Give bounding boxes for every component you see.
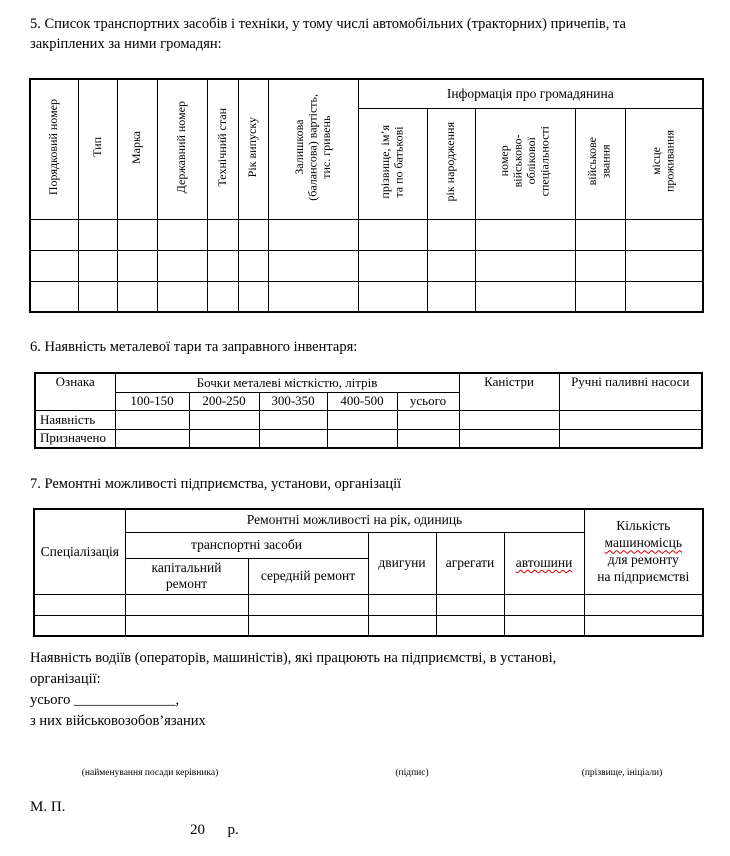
drivers-line: усього ______________, [30,692,180,708]
group-header-transport: транспортні засоби [124,531,369,559]
position-label: (найменування посади керівника) [81,768,219,778]
col-header-full-name: прізвище, ім’я та по батькові [357,107,428,220]
table-row [33,615,704,637]
col-header-100-150: 100-150 [114,391,190,411]
year-line: 20 р. [190,822,239,838]
section6-title: 6. Наявність металевої тари та заправног… [30,339,358,355]
drivers-paragraph: Наявність водіїв (операторів, машиністів… [30,648,710,732]
table-row [29,218,704,251]
section7-title: 7. Ремонтні можливості підприємства, уст… [30,476,402,492]
col-header-units: агрегати [435,531,505,596]
col-header-300-350: 300-350 [258,391,328,411]
col-header-total: усього [396,391,460,411]
col-header-oznaka: Ознака [34,372,116,411]
col-header-state-number: Державний номер [156,78,208,220]
col-header-medium-repair: середній ремонт [247,557,369,596]
col-header-specialization: Спеціалізація [33,508,126,596]
col-header-type: Тип [77,78,118,220]
signature-label: (підпис) [395,768,429,778]
col-header-repair-places: Кількість машиномісць для ремонту на під… [583,508,704,596]
drivers-line: організації: [30,671,101,687]
group-header-repair-capabilities: Ремонтні можливості на рік, одиниць [124,508,585,533]
seal-place-mark: М. П. [30,799,66,815]
row-label-availability: Наявність [34,409,116,430]
col-header-brand: Марка [116,78,158,220]
col-header-capital-repair: капітальний ремонт [124,557,249,596]
drivers-line: Наявність водіїв (операторів, машиністів… [30,650,557,666]
misspelled-word: машиномісць [604,535,682,551]
section5-title: 5. Список транспортних засобів і техніки… [30,16,626,52]
col-header-birth-year: рік народження [426,107,476,220]
repair-table: Спеціалізація Ремонтні можливості на рік… [33,508,705,637]
table-row: Призначено [34,428,703,449]
col-header-canisters: Каністри [458,372,560,411]
misspelled-word: автошини [515,554,573,570]
row-label-assigned: Призначено [34,428,116,449]
col-header-military-specialty: номер військово- облікової спеціальності [474,107,576,220]
col-header-year: Рік випуску [237,78,269,220]
col-header-200-250: 200-250 [188,391,260,411]
containers-table: Ознака Бочки металеві місткістю, літрів … [34,372,704,449]
col-header-hand-pumps: Ручні паливні насоси [558,372,703,411]
name-initials-label: (прізвище, ініціали) [581,768,663,778]
col-header-residence: місце проживання [624,107,704,220]
col-header-military-rank: військове звання [574,107,626,220]
group-header-citizen-info: Інформація про громадянина [357,78,704,109]
col-header-tech-state: Технічний стан [206,78,239,220]
table-row [33,594,704,617]
col-header-400-500: 400-500 [326,391,398,411]
col-header-engines: двигуни [367,531,437,596]
group-header-barrels: Бочки металеві місткістю, літрів [114,372,460,393]
table-row [29,280,704,313]
drivers-line: з них військовозобов’язаних [30,713,206,729]
transport-table: Порядковий номер Тип Марка Державний ном… [29,78,705,313]
col-header-residual-value: Залишкова (балансова) вартість, тис. гри… [267,78,359,220]
table-row [29,249,704,282]
table-row: Наявність [34,409,703,430]
col-header-tires: автошини [503,531,585,596]
col-header-serial-number: Порядковий номер [29,78,79,220]
